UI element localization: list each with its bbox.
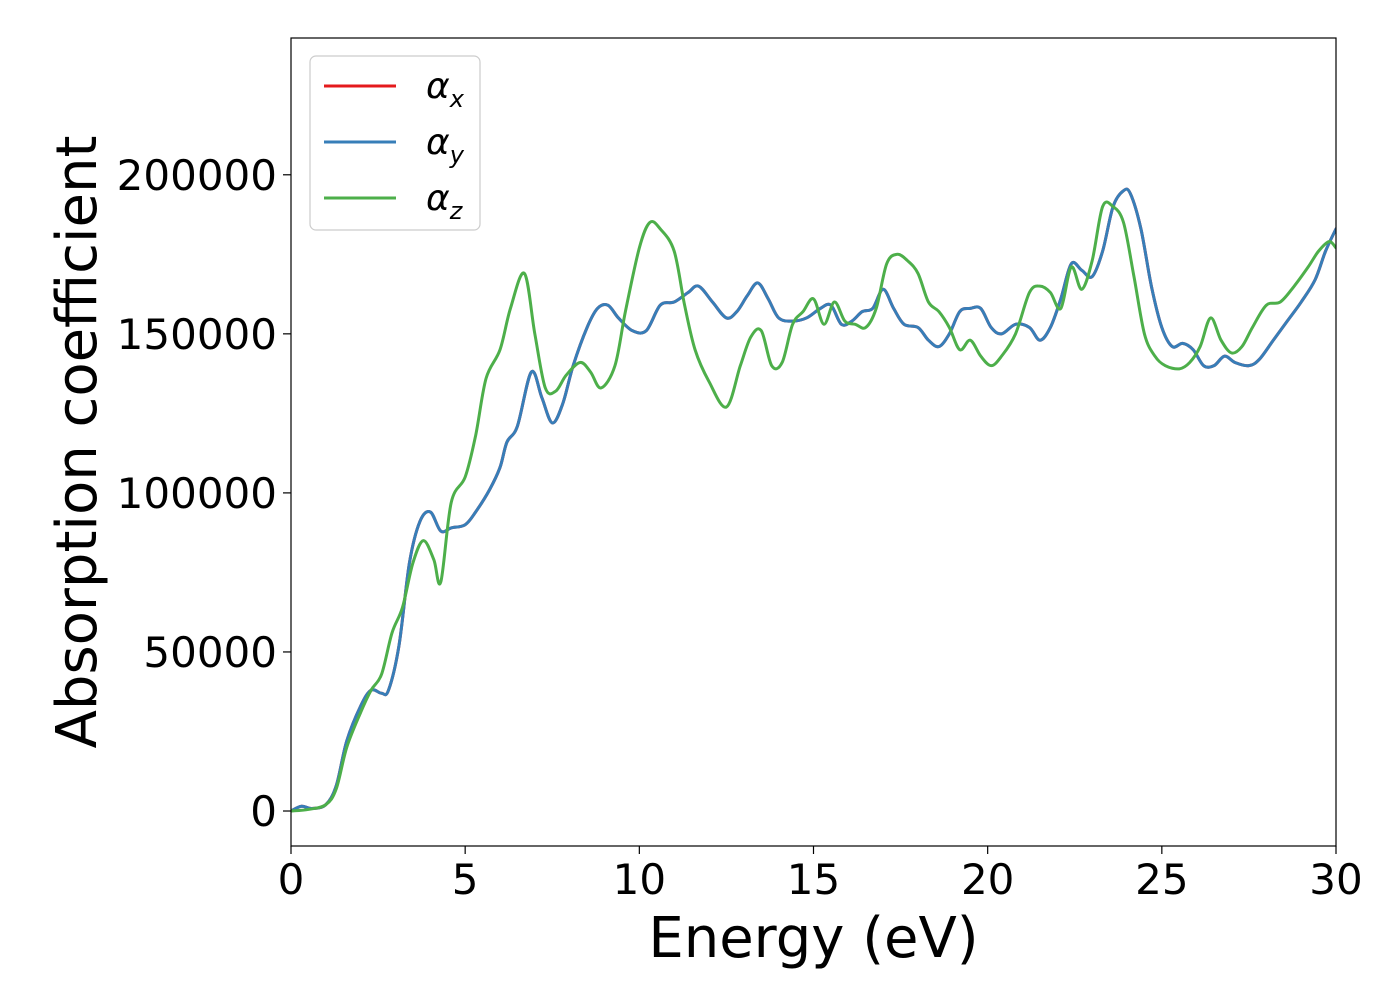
legend: αx αy αz (309, 55, 481, 231)
x-tick-label: 5 (452, 855, 479, 904)
legend-label-y: αy (426, 122, 465, 169)
x-tick-label: 10 (613, 855, 666, 904)
x-axis-title: Energy (eV) (648, 906, 978, 971)
y-tick-label: 150000 (117, 310, 277, 359)
legend-label-x: αx (426, 66, 465, 113)
y-tick-label: 0 (250, 787, 277, 836)
x-axis: 0 5 10 15 20 25 30 (278, 846, 1363, 904)
x-tick-label: 15 (787, 855, 840, 904)
y-tick-label: 200000 (117, 151, 277, 200)
series-line-y (291, 187, 1336, 813)
x-tick-label: 25 (1135, 855, 1188, 904)
y-axis-title: Absorption coefficient (45, 136, 110, 749)
y-tick-label: 50000 (143, 628, 277, 677)
plot-lines (291, 187, 1336, 813)
series-line-z (291, 200, 1336, 813)
x-tick-label: 0 (278, 855, 305, 904)
y-axis: 0 50000 100000 150000 200000 (117, 151, 291, 836)
legend-label-z: αz (426, 178, 464, 225)
y-tick-label: 100000 (117, 469, 277, 518)
x-tick-label: 20 (961, 855, 1014, 904)
x-tick-label: 30 (1309, 855, 1362, 904)
